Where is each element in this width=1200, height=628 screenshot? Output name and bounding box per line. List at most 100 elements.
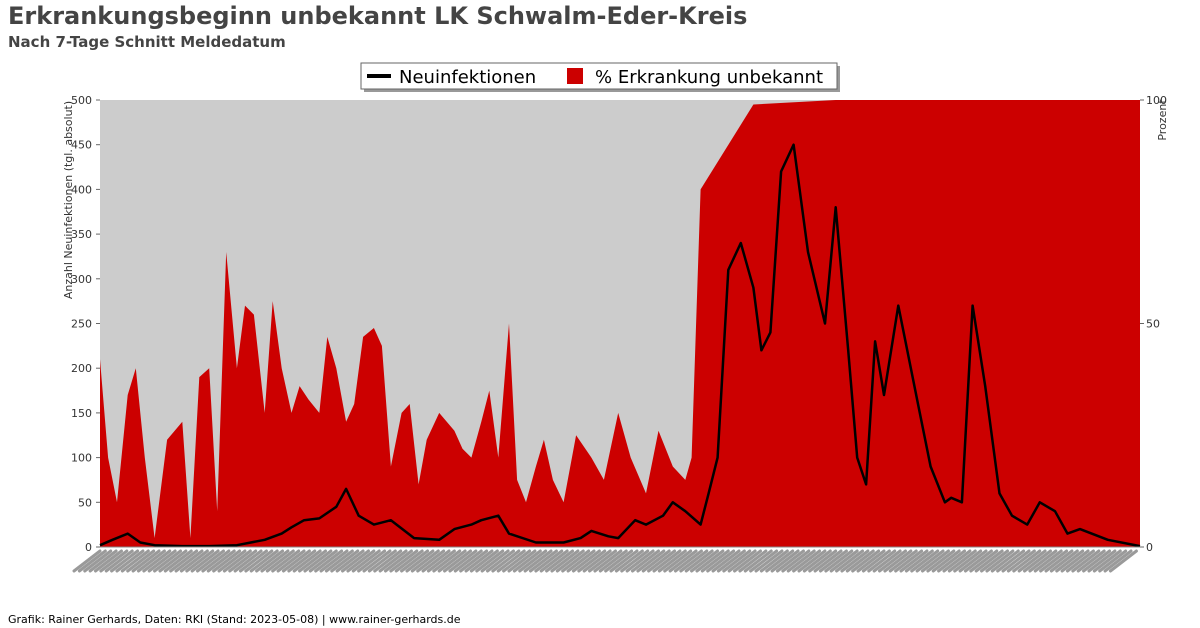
x-tick-mark xyxy=(260,549,290,573)
x-tick-mark xyxy=(238,549,268,573)
right-tick-label: 0 xyxy=(1146,541,1153,554)
x-tick-mark xyxy=(169,549,199,573)
x-tick-mark xyxy=(888,549,918,573)
legend-area-swatch xyxy=(567,68,583,84)
x-tick-mark xyxy=(496,549,526,573)
x-tick-mark xyxy=(158,549,188,573)
x-tick-mark xyxy=(1098,549,1128,573)
x-tick-mark xyxy=(942,549,972,573)
x-tick-mark xyxy=(926,549,956,573)
x-tick-mark xyxy=(99,549,129,573)
legend: Neuinfektionen % Erkrankung unbekannt xyxy=(360,62,840,92)
x-tick-mark xyxy=(620,549,650,573)
x-tick-mark xyxy=(963,549,993,573)
x-tick-mark xyxy=(1065,549,1095,573)
x-tick-mark xyxy=(383,549,413,573)
x-tick-mark xyxy=(700,549,730,573)
x-tick-mark xyxy=(872,549,902,573)
x-tick-mark xyxy=(711,549,741,573)
left-tick-label: 450 xyxy=(71,139,92,152)
x-tick-mark xyxy=(829,549,859,573)
legend-item-erkrankung-unbekannt: % Erkrankung unbekannt xyxy=(595,67,823,88)
right-axis-label: Prozent xyxy=(1156,99,1169,141)
x-tick-mark xyxy=(88,549,118,573)
x-tick-mark xyxy=(265,549,295,573)
x-tick-mark xyxy=(974,549,1004,573)
x-tick-mark xyxy=(1033,549,1063,573)
x-tick-mark xyxy=(416,549,446,573)
x-tick-mark xyxy=(1006,549,1036,573)
x-tick-mark xyxy=(953,549,983,573)
x-tick-mark xyxy=(867,549,897,573)
x-tick-mark xyxy=(657,549,687,573)
left-tick-label: 50 xyxy=(78,496,92,509)
x-tick-mark xyxy=(346,549,376,573)
x-tick-mark xyxy=(759,549,789,573)
left-tick-label: 250 xyxy=(71,318,92,331)
x-tick-mark xyxy=(910,549,940,573)
left-tick-label: 350 xyxy=(71,228,92,241)
x-tick-mark xyxy=(743,549,773,573)
left-axis-label: Anzahl Neuinfektionen (tgl. absolut) xyxy=(62,101,75,299)
x-tick-mark xyxy=(1012,549,1042,573)
x-tick-mark xyxy=(690,549,720,573)
left-tick-label: 200 xyxy=(71,362,92,375)
x-tick-mark xyxy=(453,549,483,573)
x-tick-mark xyxy=(491,549,521,573)
x-tick-mark xyxy=(706,549,736,573)
x-tick-mark xyxy=(582,549,612,573)
x-tick-mark xyxy=(904,549,934,573)
x-tick-mark xyxy=(303,549,333,573)
x-tick-mark xyxy=(571,549,601,573)
x-tick-mark xyxy=(883,549,913,573)
x-tick-mark xyxy=(1076,549,1106,573)
x-tick-mark xyxy=(835,549,865,573)
x-tick-mark xyxy=(598,549,628,573)
x-tick-mark xyxy=(915,549,945,573)
x-tick-mark xyxy=(163,549,193,573)
left-tick-label: 0 xyxy=(85,541,92,554)
x-tick-mark xyxy=(749,549,779,573)
x-tick-mark xyxy=(469,549,499,573)
footer-credit: Grafik: Rainer Gerhards, Daten: RKI (Sta… xyxy=(8,613,461,626)
series-line-neuinfektionen xyxy=(99,143,1141,548)
x-tick-mark xyxy=(545,549,575,573)
x-tick-mark xyxy=(485,549,515,573)
x-tick-mark xyxy=(722,549,752,573)
x-tick-mark xyxy=(947,549,977,573)
x-tick-mark xyxy=(534,549,564,573)
x-tick-mark xyxy=(206,549,236,573)
x-tick-mark xyxy=(120,549,150,573)
x-tick-mark xyxy=(217,549,247,573)
legend-item-neuinfektionen: Neuinfektionen xyxy=(399,67,536,88)
x-tick-mark xyxy=(958,549,988,573)
x-tick-mark xyxy=(201,549,231,573)
x-tick-mark xyxy=(405,549,435,573)
x-tick-mark xyxy=(72,549,102,573)
x-tick-mark xyxy=(147,549,177,573)
x-tick-mark xyxy=(878,549,908,573)
x-tick-mark xyxy=(985,549,1015,573)
right-axis: 0 50 100 xyxy=(1140,94,1167,554)
x-tick-mark xyxy=(604,549,634,573)
x-tick-mark xyxy=(185,549,215,573)
x-tick-mark xyxy=(1103,549,1133,573)
x-tick-mark xyxy=(367,549,397,573)
x-tick-mark xyxy=(673,549,703,573)
x-tick-mark xyxy=(716,549,746,573)
x-tick-mark xyxy=(775,549,805,573)
x-tick-mark xyxy=(475,549,505,573)
x-tick-mark xyxy=(1044,549,1074,573)
x-tick-mark xyxy=(212,549,242,573)
x-tick-mark xyxy=(394,549,424,573)
x-tick-mark xyxy=(378,549,408,573)
x-tick-mark xyxy=(668,549,698,573)
x-tick-mark xyxy=(174,549,204,573)
x-tick-mark xyxy=(443,549,473,573)
x-tick-mark xyxy=(931,549,961,573)
x-tick-mark xyxy=(518,549,548,573)
x-tick-mark xyxy=(813,549,843,573)
x-tick-mark xyxy=(539,549,569,573)
x-tick-mark xyxy=(410,549,440,573)
x-tick-mark xyxy=(550,549,580,573)
